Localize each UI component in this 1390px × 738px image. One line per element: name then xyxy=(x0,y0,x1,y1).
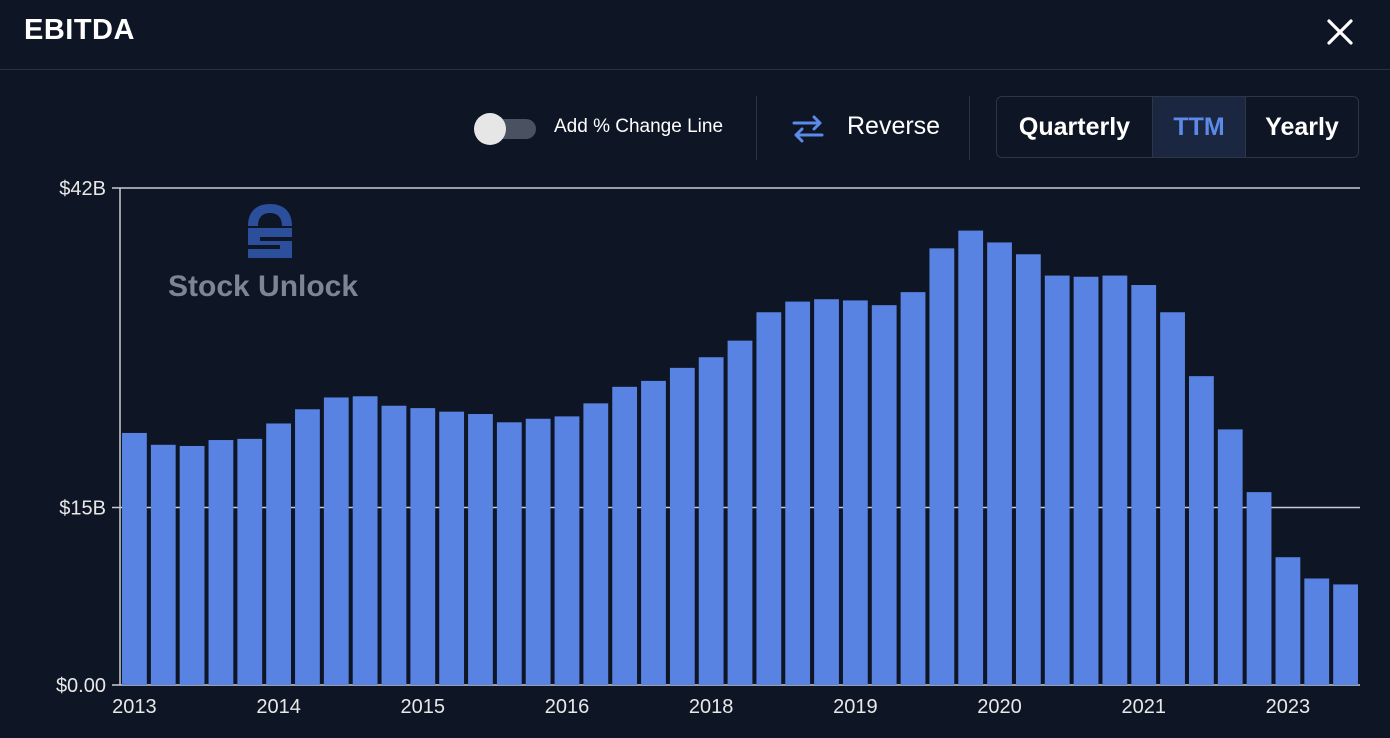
y-tick-labels: $0.00 $15B $42B xyxy=(56,178,106,697)
close-button[interactable] xyxy=(1322,14,1358,50)
bar[interactable] xyxy=(958,230,984,685)
toolbar-divider xyxy=(969,96,970,160)
x-tick-label: 2020 xyxy=(977,696,1022,718)
toolbar-divider xyxy=(756,96,757,160)
bar[interactable] xyxy=(496,422,522,685)
bar[interactable] xyxy=(1275,557,1301,685)
bar[interactable] xyxy=(583,403,609,685)
bar[interactable] xyxy=(122,432,147,685)
bar[interactable] xyxy=(1189,376,1214,685)
bar[interactable] xyxy=(1304,578,1330,686)
bar[interactable] xyxy=(814,299,839,685)
x-tick-labels: 2013 2014 2015 2016 2018 2019 2020 2021 2023 xyxy=(112,696,1310,718)
bar[interactable] xyxy=(266,423,291,685)
bar[interactable] xyxy=(756,312,782,685)
x-tick-label: 2014 xyxy=(256,696,301,718)
close-icon xyxy=(1327,19,1353,45)
bar[interactable] xyxy=(468,414,493,685)
watermark-text: Stock Unlock xyxy=(168,270,358,303)
modal-title: EBITDA xyxy=(24,14,135,46)
x-tick-label: 2021 xyxy=(1121,696,1166,718)
bar[interactable] xyxy=(410,408,436,685)
y-tick-label: $15B xyxy=(59,498,106,520)
bar[interactable] xyxy=(929,248,955,685)
percent-change-toggle[interactable] xyxy=(474,113,536,145)
bar[interactable] xyxy=(208,440,234,685)
bar[interactable] xyxy=(554,416,580,685)
period-yearly-button[interactable]: Yearly xyxy=(1265,112,1339,141)
bar[interactable] xyxy=(323,397,349,685)
bar[interactable] xyxy=(1073,276,1099,685)
stock-unlock-logo-icon xyxy=(248,204,292,258)
bar[interactable] xyxy=(669,367,695,685)
bar[interactable] xyxy=(1217,429,1243,685)
x-tick-label: 2015 xyxy=(401,696,446,718)
x-tick-label: 2019 xyxy=(833,696,878,718)
swap-arrows-icon xyxy=(792,115,824,143)
period-quarterly-button[interactable]: Quarterly xyxy=(997,97,1153,157)
bar[interactable] xyxy=(871,305,897,685)
bar[interactable] xyxy=(727,340,753,685)
bar[interactable] xyxy=(525,418,551,685)
x-tick-label: 2018 xyxy=(689,696,734,718)
y-tick-label: $42B xyxy=(59,178,106,200)
period-selector: Quarterly TTM Yearly xyxy=(996,96,1359,158)
bar[interactable] xyxy=(1131,285,1157,685)
bar[interactable] xyxy=(237,438,263,685)
x-tick-label: 2023 xyxy=(1266,696,1311,718)
bar[interactable] xyxy=(295,409,320,685)
bar[interactable] xyxy=(352,396,378,685)
percent-change-toggle-label: Add % Change Line xyxy=(554,116,724,137)
x-tick-label: 2016 xyxy=(545,696,590,718)
x-tick-label: 2013 xyxy=(112,696,157,718)
bar[interactable] xyxy=(785,301,811,685)
bar[interactable] xyxy=(1333,584,1358,685)
bar[interactable] xyxy=(439,411,465,685)
watermark: Stock Unlock xyxy=(168,204,358,303)
bar[interactable] xyxy=(612,386,638,685)
bar[interactable] xyxy=(842,300,868,685)
bar[interactable] xyxy=(1246,492,1272,685)
bar[interactable] xyxy=(1015,254,1041,685)
bar[interactable] xyxy=(641,380,666,685)
bars xyxy=(122,230,1358,686)
modal-header: EBITDA xyxy=(0,0,1390,70)
toggle-knob xyxy=(474,113,506,145)
bar[interactable] xyxy=(698,357,724,685)
bar[interactable] xyxy=(1160,312,1185,685)
bar[interactable] xyxy=(179,445,205,685)
bar[interactable] xyxy=(1102,275,1128,685)
bar[interactable] xyxy=(1044,275,1070,685)
period-ttm-button[interactable]: TTM xyxy=(1153,97,1246,157)
bar[interactable] xyxy=(381,405,407,685)
y-tick-label: $0.00 xyxy=(56,675,106,697)
reverse-button-label: Reverse xyxy=(847,112,941,140)
chart-toolbar: Add % Change Line Reverse Quarterly TTM … xyxy=(0,70,1390,180)
bar[interactable] xyxy=(987,242,1012,685)
bar[interactable] xyxy=(150,444,176,685)
bar[interactable] xyxy=(900,292,926,685)
